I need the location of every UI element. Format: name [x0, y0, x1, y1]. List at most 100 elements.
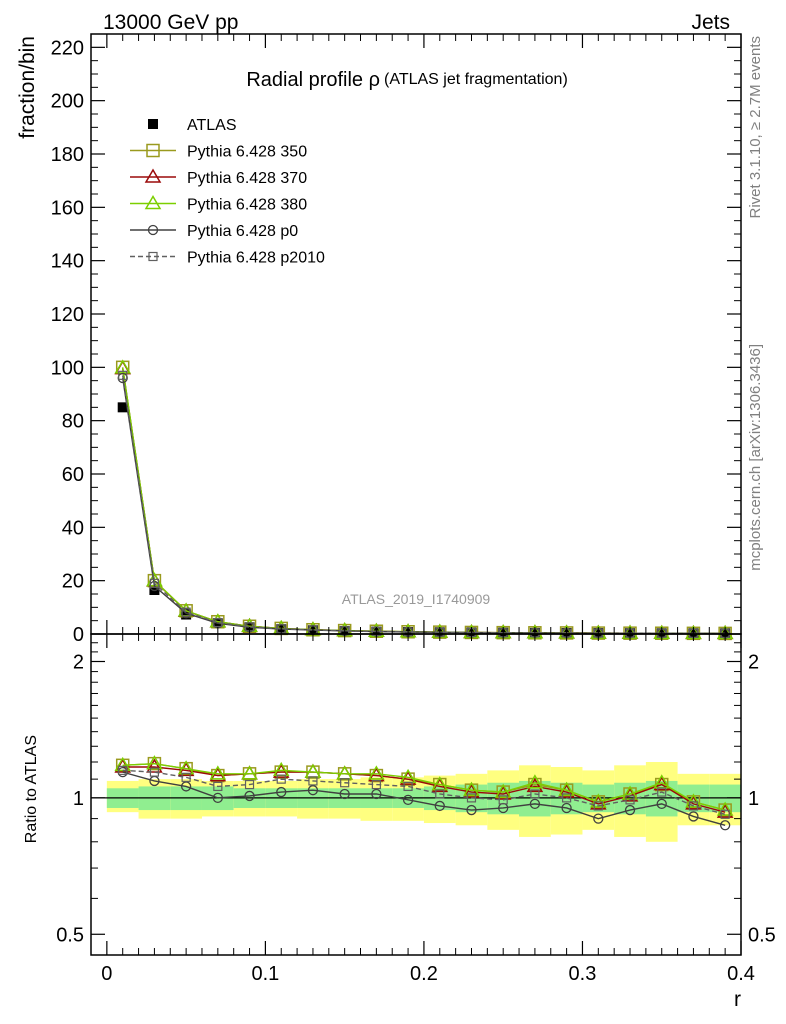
- ratio-series-point: [213, 781, 223, 792]
- x-tick-label: 0: [101, 963, 112, 985]
- ratio-series-point: [336, 765, 353, 780]
- x-tick-label: 0.1: [251, 963, 279, 985]
- ratio-series-point: [526, 774, 544, 789]
- data-point: [117, 402, 128, 413]
- ratio-y-tick-label-right: 2: [748, 651, 759, 673]
- ratio-series-point: [561, 802, 572, 814]
- ratio-series-p0: [117, 766, 731, 831]
- ratio-series-point: [241, 765, 258, 780]
- ratio-series-point: [209, 767, 227, 782]
- ratio-series-point: [720, 809, 730, 819]
- ratio-series-point: [181, 772, 191, 782]
- ratio-series-point: [624, 804, 636, 816]
- ratio-series-point: [593, 801, 603, 811]
- ratio-series-point: [146, 758, 163, 773]
- legend-marker: [146, 143, 160, 158]
- y-tick-label: 40: [62, 517, 84, 539]
- ratio-y-tick-label-right: 1: [748, 788, 759, 810]
- ratio-series-point: [494, 783, 512, 798]
- legend-item-p380: Pythia 6.428 380: [130, 195, 307, 214]
- ratio-series-point: [149, 767, 160, 777]
- ratio-series-point: [463, 781, 480, 796]
- y-tick-label: 140: [51, 251, 84, 273]
- y-tick-label: 180: [51, 144, 84, 166]
- ratio-series-point: [118, 765, 128, 775]
- ratio-series-point: [244, 790, 255, 802]
- ratio-series-point: [625, 795, 635, 805]
- ratio-series-point: [209, 765, 227, 780]
- series-point: [181, 607, 191, 617]
- legend-marker: [147, 224, 159, 236]
- x-tick-label: 0.3: [569, 963, 597, 985]
- ratio-series-line: [122, 771, 726, 826]
- ratio-series-point: [114, 756, 132, 772]
- ratio-series-point: [498, 795, 508, 805]
- ratio-series-point: [276, 786, 287, 798]
- ratio-series-point: [434, 800, 445, 812]
- legend-label: Pythia 6.428 370: [187, 170, 307, 187]
- ratio-series-point: [719, 820, 731, 831]
- ratio-series-point: [562, 793, 572, 803]
- y-tick-label: 200: [51, 91, 84, 113]
- ratio-series-point: [339, 788, 350, 800]
- ratio-series-point: [621, 785, 639, 800]
- ratio-series-point: [593, 813, 604, 824]
- legend: ATLAS Pythia 6.428 350 Pythia 6.428 370 Pyt…: [130, 117, 325, 267]
- ratio-y-tick-label: 1: [73, 788, 84, 810]
- ratio-series-point: [657, 787, 667, 797]
- legend-label: ATLAS: [187, 117, 237, 134]
- ratio-series-point: [530, 789, 540, 799]
- x-tick-label: 0.2: [410, 963, 438, 985]
- header-left-label: 13000 GeV pp: [103, 11, 238, 34]
- ratio-y-tick-label-right: 0.5: [748, 924, 776, 946]
- legend-label: Pythia 6.428 350: [187, 144, 307, 161]
- ratio-y-tick-label: 2: [73, 651, 84, 673]
- legend-label: Pythia 6.428 380: [187, 197, 307, 214]
- legend-item-p0: Pythia 6.428 p0: [130, 223, 298, 240]
- ratio-series-point: [403, 781, 413, 792]
- legend-item-p2010: Pythia 6.428 p2010: [130, 250, 325, 267]
- data-point: [181, 609, 192, 620]
- ratio-series-point: [716, 801, 734, 816]
- chart-title: Radial profile ρ: [246, 69, 380, 91]
- y-tick-label: 0: [73, 624, 84, 646]
- ratio-series-point: [688, 801, 699, 811]
- ratio-uncertainty-bands: [106, 762, 741, 842]
- series-line: [122, 375, 726, 635]
- ratio-series-point: [244, 779, 255, 790]
- y-tick-label: 100: [51, 357, 84, 379]
- series-point: [118, 370, 128, 380]
- ratio-series-point: [435, 789, 445, 799]
- ratio-series-point: [526, 777, 544, 793]
- ratio-series-point: [276, 774, 286, 784]
- legend-item-p370: Pythia 6.428 370: [130, 168, 307, 187]
- ratio-series-point: [371, 779, 381, 790]
- legend-marker: [144, 195, 162, 210]
- ratio-series-p2010: [118, 765, 730, 819]
- ratio-y-tick-label: 0.5: [56, 924, 84, 946]
- y-tick-label: 120: [51, 304, 84, 326]
- main-y-axis-label: fraction/bin: [16, 36, 39, 139]
- ratio-series-point: [212, 792, 223, 804]
- ratio-series-point: [304, 763, 322, 778]
- y-tick-label: 20: [62, 571, 84, 593]
- x-tick-label: 0.4: [727, 963, 755, 985]
- y-tick-label: 80: [62, 411, 84, 433]
- ratio-series-point: [340, 778, 350, 788]
- ratio-series-point: [336, 765, 353, 780]
- chart-subtitle: (ATLAS jet fragmentation): [384, 71, 568, 88]
- ratio-series-point: [308, 776, 318, 786]
- ratio-series-point: [371, 788, 382, 800]
- legend-label: Pythia 6.428 p0: [187, 223, 298, 240]
- legend-marker: [148, 119, 158, 129]
- series-point: [213, 617, 223, 628]
- ratio-series-point: [656, 798, 667, 810]
- analysis-watermark: ATLAS_2019_I1740909: [342, 591, 491, 607]
- ratio-series-point: [466, 804, 477, 816]
- ratio-series-point: [529, 798, 541, 810]
- y-tick-label: 220: [51, 37, 84, 59]
- x-axis-label: r: [734, 988, 741, 1011]
- mcplots-label: mcplots.cern.ch [arXiv:1306.3436]: [747, 344, 764, 571]
